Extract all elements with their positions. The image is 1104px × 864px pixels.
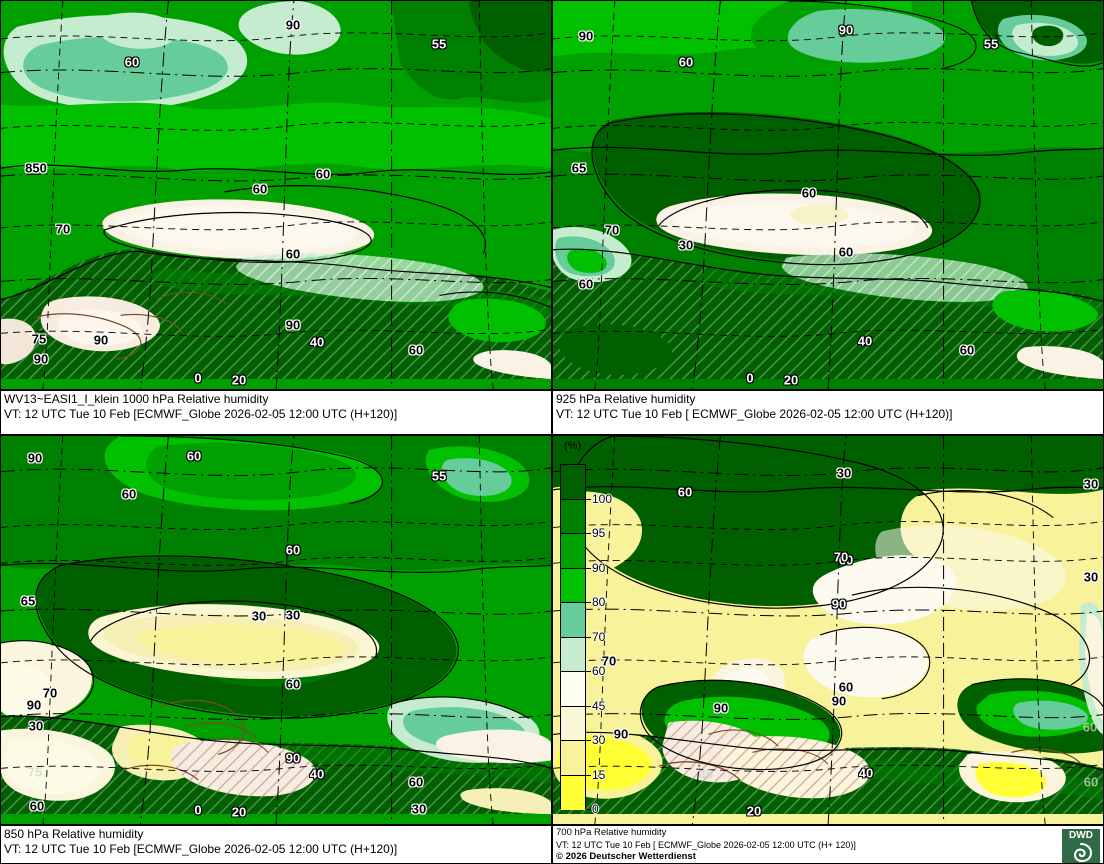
colorbar-tick-label: 30 <box>592 733 606 747</box>
colorbar-tick-label: 15 <box>592 767 606 782</box>
colorbar-tick <box>586 602 591 603</box>
colorbar-tick <box>586 567 591 569</box>
map-850hpa <box>1 436 551 824</box>
colorbar-segment <box>561 603 585 638</box>
map-1000hpa <box>1 1 551 389</box>
colorbar-tick-label: 45 <box>592 698 606 713</box>
colorbar-tick <box>586 740 591 741</box>
colorbar-tick <box>586 533 591 534</box>
panel-925hpa: 90 60 90 55 65 60 70 30 60 60 40 60 0 20 <box>552 0 1104 390</box>
map-graphics-850hpa <box>1 436 551 824</box>
colorbar-tick-label: 60 <box>592 664 606 678</box>
colorbar-segment <box>561 499 585 534</box>
map-graphics-925hpa <box>553 1 1103 389</box>
colorbar-tick <box>586 498 591 500</box>
colorbar-segment <box>561 637 585 672</box>
caption-1000hpa: WV13~EASI1_I_klein 1000 hPa Relative hum… <box>0 390 552 435</box>
map-graphics-700hpa <box>553 436 1103 824</box>
colorbar-segment <box>561 741 585 776</box>
colorbar-tick-label: 70 <box>592 629 606 644</box>
panel-subtitle-850hpa: VT: 12 UTC Tue 10 Feb [ECMWF_Globe 2026-… <box>4 842 398 856</box>
colorbar-unit-label: (%) <box>564 440 582 452</box>
caption-925hpa: 925 hPa Relative humidity VT: 12 UTC Tue… <box>552 390 1104 435</box>
panel-title-925hpa: 925 hPa Relative humidity <box>556 392 696 406</box>
colorbar-gradient <box>560 464 586 810</box>
panel-700hpa: 30 60 30 60 30 90 70 70 60 90 90 90 40 40 60 20 60 <box>552 435 1104 825</box>
colorbar-segment <box>561 706 585 741</box>
panel-subtitle-1000hpa: VT: 12 UTC Tue 10 Feb [ECMWF_Globe 2026-… <box>4 407 398 421</box>
dwd-logo: DWD <box>1061 828 1101 863</box>
colorbar-segment <box>561 534 585 569</box>
colorbar-tick-label: 90 <box>592 560 606 575</box>
dwd-logo-text: DWD <box>1069 830 1093 841</box>
colorbar-tick <box>586 809 591 810</box>
copyright-text: © 2026 Deutscher Wetterdienst <box>556 851 696 862</box>
map-700hpa <box>553 436 1103 824</box>
caption-850hpa: 850 hPa Relative humidity VT: 12 UTC Tue… <box>0 825 552 864</box>
colorbar-tick <box>586 636 591 638</box>
colorbar-segment <box>561 775 585 810</box>
colorbar-tick <box>586 671 591 672</box>
panel-title-850hpa: 850 hPa Relative humidity <box>4 827 144 841</box>
colorbar-tick-label: 95 <box>592 526 606 540</box>
caption-700hpa: 700 hPa Relative humidity VT: 12 UTC Tue… <box>552 825 1104 864</box>
panel-850hpa: 90 60 55 60 60 65 30 30 60 70 90 30 75 90 40 60 60 0 20 30 <box>0 435 552 825</box>
colorbar: (%) 100 95 90 80 70 60 45 30 15 0 <box>556 440 648 820</box>
colorbar-tick-label: 100 <box>592 491 613 506</box>
panel-title-1000hpa: WV13~EASI1_I_klein 1000 hPa Relative hum… <box>4 392 269 406</box>
colorbar-tick-label: 0 <box>592 802 599 816</box>
colorbar-tick <box>586 774 591 776</box>
colorbar-tick <box>586 705 591 707</box>
dwd-spiral-icon <box>1073 842 1093 863</box>
colorbar-segment <box>561 672 585 707</box>
colorbar-segment <box>561 568 585 603</box>
colorbar-segment <box>561 465 585 500</box>
panel-subtitle-700hpa: VT: 12 UTC Tue 10 Feb [ ECMWF_Globe 2026… <box>556 840 856 850</box>
colorbar-tick-label: 80 <box>592 595 606 609</box>
map-graphics-1000hpa <box>1 1 551 389</box>
panel-subtitle-925hpa: VT: 12 UTC Tue 10 Feb [ ECMWF_Globe 2026… <box>556 407 953 421</box>
panel-title-700hpa: 700 hPa Relative humidity <box>556 827 667 838</box>
panel-1000hpa: 90 55 60 850 60 60 70 60 75 90 40 90 60 90 0 20 <box>0 0 552 390</box>
map-925hpa <box>553 1 1103 389</box>
